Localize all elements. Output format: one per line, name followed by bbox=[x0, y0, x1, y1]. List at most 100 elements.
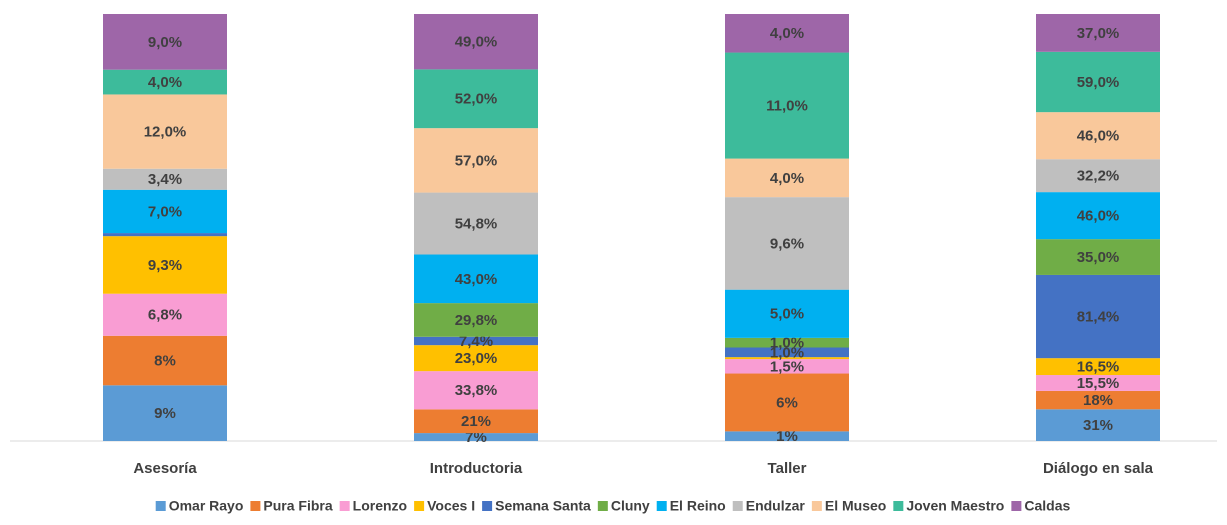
bar-segment bbox=[414, 371, 538, 410]
value-label: 35,0% bbox=[1077, 249, 1120, 266]
value-label: 1% bbox=[776, 428, 798, 445]
bar-segment bbox=[1036, 274, 1160, 359]
value-label: 3,4% bbox=[148, 171, 182, 188]
bar-segment bbox=[414, 409, 538, 434]
value-label: 54,8% bbox=[455, 216, 498, 233]
value-label: 23,0% bbox=[455, 350, 498, 367]
bar-segment bbox=[725, 289, 849, 338]
bar-segment bbox=[414, 192, 538, 255]
legend-swatch bbox=[656, 501, 667, 511]
value-label: 12,0% bbox=[144, 124, 187, 141]
value-label: 46,0% bbox=[1077, 208, 1120, 225]
bar-segment bbox=[414, 69, 538, 129]
value-label: 9,3% bbox=[148, 257, 182, 274]
legend-label: El Reino bbox=[670, 498, 726, 514]
bar-segment bbox=[414, 336, 538, 346]
legend-swatch bbox=[482, 501, 493, 511]
value-label: 49,0% bbox=[455, 34, 498, 51]
legend-label: Endulzar bbox=[746, 498, 806, 514]
legend-label: Semana Santa bbox=[495, 498, 591, 514]
value-label: 4,0% bbox=[148, 74, 182, 91]
bar-segment bbox=[1036, 239, 1160, 275]
value-label: 46,0% bbox=[1077, 128, 1120, 145]
legend-swatch bbox=[155, 501, 166, 511]
bar-segment bbox=[103, 14, 227, 70]
value-label: 18% bbox=[1083, 392, 1113, 409]
value-label: 7% bbox=[465, 429, 487, 446]
bar-segment bbox=[103, 335, 227, 386]
value-label: 1,5% bbox=[770, 358, 804, 375]
bar-segment bbox=[725, 359, 849, 374]
bar-segment bbox=[103, 168, 227, 190]
value-label: 59,0% bbox=[1077, 74, 1120, 91]
legend-swatch bbox=[414, 501, 425, 511]
value-label: 16,5% bbox=[1077, 359, 1120, 376]
legend-swatch bbox=[250, 501, 261, 511]
bar-segment bbox=[103, 69, 227, 95]
legend-label: El Museo bbox=[825, 498, 886, 514]
bar-segment bbox=[725, 347, 849, 358]
bar-segment bbox=[414, 14, 538, 70]
value-label: 15,5% bbox=[1077, 375, 1120, 392]
bar-segment bbox=[1036, 112, 1160, 160]
legend-swatch bbox=[811, 501, 822, 511]
value-label: 7,0% bbox=[148, 203, 182, 220]
bar-segment bbox=[725, 52, 849, 159]
bar-segment bbox=[103, 94, 227, 169]
bar-segment bbox=[725, 197, 849, 290]
value-label: 57,0% bbox=[455, 152, 498, 169]
value-label: 52,0% bbox=[455, 91, 498, 108]
x-tick-label: Introductoria bbox=[430, 460, 523, 477]
bar-segment bbox=[414, 254, 538, 304]
bar-segment bbox=[414, 433, 538, 441]
value-label: 4,0% bbox=[770, 25, 804, 42]
legend-label: Caldas bbox=[1024, 498, 1070, 514]
legend-label: Cluny bbox=[611, 498, 650, 514]
value-label: 43,0% bbox=[455, 271, 498, 288]
bar-segment bbox=[725, 158, 849, 198]
x-tick-label: Asesoría bbox=[133, 460, 197, 477]
legend-label: Voces I bbox=[427, 498, 475, 514]
value-label: 31% bbox=[1083, 417, 1113, 434]
bar-segment bbox=[1036, 192, 1160, 240]
value-label: 11,0% bbox=[766, 98, 808, 115]
bar-segment bbox=[1036, 159, 1160, 193]
value-label: 5,0% bbox=[770, 306, 804, 323]
bar-segment bbox=[1036, 51, 1160, 113]
bar-segment bbox=[103, 236, 227, 294]
value-label: 7,4% bbox=[459, 333, 493, 350]
bar-segment bbox=[725, 14, 849, 53]
value-label: 9,6% bbox=[770, 235, 804, 252]
legend-label: Lorenzo bbox=[353, 498, 407, 514]
value-label: 6,8% bbox=[148, 307, 182, 324]
bar-segment bbox=[725, 357, 849, 360]
value-label: 4,0% bbox=[770, 170, 804, 187]
bar-segment bbox=[1036, 390, 1160, 410]
value-label: 8% bbox=[154, 353, 176, 370]
value-label: 1,0% bbox=[770, 344, 804, 361]
value-label: 33,8% bbox=[455, 382, 498, 399]
value-label: 29,8% bbox=[455, 312, 498, 329]
value-label: 81,4% bbox=[1077, 309, 1120, 326]
legend-label: Pura Fibra bbox=[263, 498, 332, 514]
bar-segment bbox=[725, 431, 849, 441]
value-label: 37,0% bbox=[1077, 25, 1120, 42]
bar-segment bbox=[725, 373, 849, 432]
legend-swatch bbox=[597, 501, 608, 511]
value-label: 21% bbox=[461, 413, 491, 430]
bar-segment bbox=[414, 128, 538, 193]
legend-swatch bbox=[1011, 501, 1022, 511]
bar-segment bbox=[414, 303, 538, 337]
x-tick-label: Taller bbox=[768, 460, 807, 477]
bar-segment bbox=[414, 345, 538, 372]
value-label: 9,0% bbox=[148, 34, 182, 51]
bar-segment bbox=[103, 293, 227, 336]
x-tick-label: Diálogo en sala bbox=[1043, 460, 1154, 477]
value-label: 9% bbox=[154, 405, 176, 422]
bar-segment bbox=[103, 233, 227, 237]
value-label: 6% bbox=[776, 394, 798, 411]
bar-segment bbox=[725, 337, 849, 348]
value-label: 1,0% bbox=[770, 335, 804, 352]
bar-segment bbox=[1036, 375, 1160, 391]
